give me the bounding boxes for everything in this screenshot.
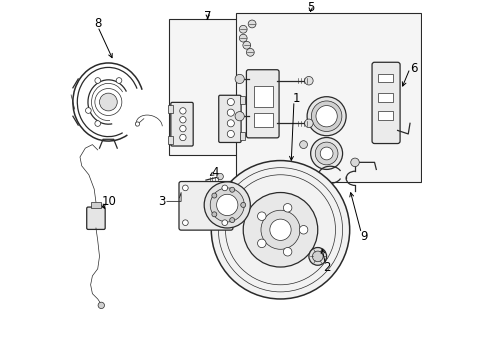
Circle shape bbox=[180, 108, 186, 114]
Circle shape bbox=[283, 203, 292, 212]
Circle shape bbox=[243, 41, 251, 49]
Circle shape bbox=[311, 101, 342, 131]
Circle shape bbox=[307, 97, 346, 136]
Circle shape bbox=[300, 141, 307, 149]
Circle shape bbox=[320, 147, 333, 160]
Circle shape bbox=[98, 302, 104, 309]
Circle shape bbox=[313, 251, 323, 262]
Circle shape bbox=[241, 202, 245, 207]
Circle shape bbox=[99, 93, 117, 111]
Bar bbox=[169, 19, 254, 155]
Circle shape bbox=[95, 78, 100, 84]
Bar bbox=[254, 86, 273, 107]
Circle shape bbox=[243, 193, 318, 267]
Bar bbox=[91, 202, 101, 208]
Circle shape bbox=[222, 185, 228, 191]
Text: 2: 2 bbox=[323, 261, 330, 274]
Circle shape bbox=[311, 138, 343, 170]
Bar bbox=[240, 96, 245, 104]
Circle shape bbox=[183, 185, 188, 191]
Circle shape bbox=[239, 25, 247, 33]
Text: 9: 9 bbox=[360, 230, 368, 243]
FancyBboxPatch shape bbox=[246, 70, 279, 138]
Bar bbox=[378, 74, 393, 82]
FancyBboxPatch shape bbox=[171, 102, 193, 146]
Circle shape bbox=[258, 239, 266, 248]
Circle shape bbox=[235, 74, 245, 84]
Circle shape bbox=[351, 158, 359, 167]
Circle shape bbox=[95, 89, 122, 116]
Text: 6: 6 bbox=[410, 62, 417, 75]
Bar bbox=[378, 93, 393, 102]
Circle shape bbox=[217, 194, 238, 216]
Circle shape bbox=[309, 248, 327, 265]
Circle shape bbox=[204, 182, 250, 228]
Circle shape bbox=[180, 134, 186, 141]
Circle shape bbox=[180, 125, 186, 132]
FancyBboxPatch shape bbox=[179, 181, 233, 230]
Circle shape bbox=[227, 130, 234, 138]
Circle shape bbox=[217, 174, 223, 180]
Bar bbox=[254, 113, 273, 127]
Circle shape bbox=[258, 212, 266, 220]
Circle shape bbox=[248, 20, 256, 28]
Bar bbox=[240, 132, 245, 140]
Bar bbox=[236, 13, 421, 182]
Bar bbox=[378, 111, 393, 120]
Circle shape bbox=[86, 108, 91, 113]
Text: 4: 4 bbox=[211, 166, 219, 180]
Circle shape bbox=[305, 119, 313, 127]
Text: 7: 7 bbox=[204, 10, 212, 23]
Circle shape bbox=[246, 49, 254, 56]
Circle shape bbox=[315, 142, 338, 165]
Circle shape bbox=[227, 109, 234, 116]
Circle shape bbox=[183, 220, 188, 225]
FancyBboxPatch shape bbox=[87, 207, 105, 229]
Circle shape bbox=[211, 161, 350, 299]
Circle shape bbox=[222, 220, 228, 225]
Bar bbox=[168, 136, 173, 144]
Text: 1: 1 bbox=[293, 92, 300, 105]
FancyBboxPatch shape bbox=[219, 95, 241, 143]
Circle shape bbox=[230, 218, 235, 222]
Circle shape bbox=[316, 105, 337, 127]
Circle shape bbox=[299, 225, 308, 234]
Circle shape bbox=[235, 112, 245, 121]
Circle shape bbox=[239, 34, 247, 42]
Text: 10: 10 bbox=[102, 195, 117, 208]
Circle shape bbox=[135, 122, 140, 126]
FancyBboxPatch shape bbox=[372, 62, 400, 144]
Circle shape bbox=[305, 76, 313, 85]
Bar bbox=[168, 105, 173, 113]
Text: 8: 8 bbox=[94, 17, 101, 31]
Circle shape bbox=[270, 219, 291, 240]
Circle shape bbox=[116, 78, 122, 84]
Circle shape bbox=[95, 121, 100, 126]
Text: 5: 5 bbox=[307, 1, 315, 14]
Circle shape bbox=[283, 247, 292, 256]
Circle shape bbox=[230, 187, 235, 192]
Circle shape bbox=[212, 193, 217, 198]
Circle shape bbox=[227, 120, 234, 127]
Circle shape bbox=[261, 210, 300, 249]
Circle shape bbox=[180, 117, 186, 123]
Circle shape bbox=[212, 212, 217, 217]
Circle shape bbox=[210, 188, 245, 222]
Text: 3: 3 bbox=[158, 195, 165, 208]
Circle shape bbox=[227, 99, 234, 105]
